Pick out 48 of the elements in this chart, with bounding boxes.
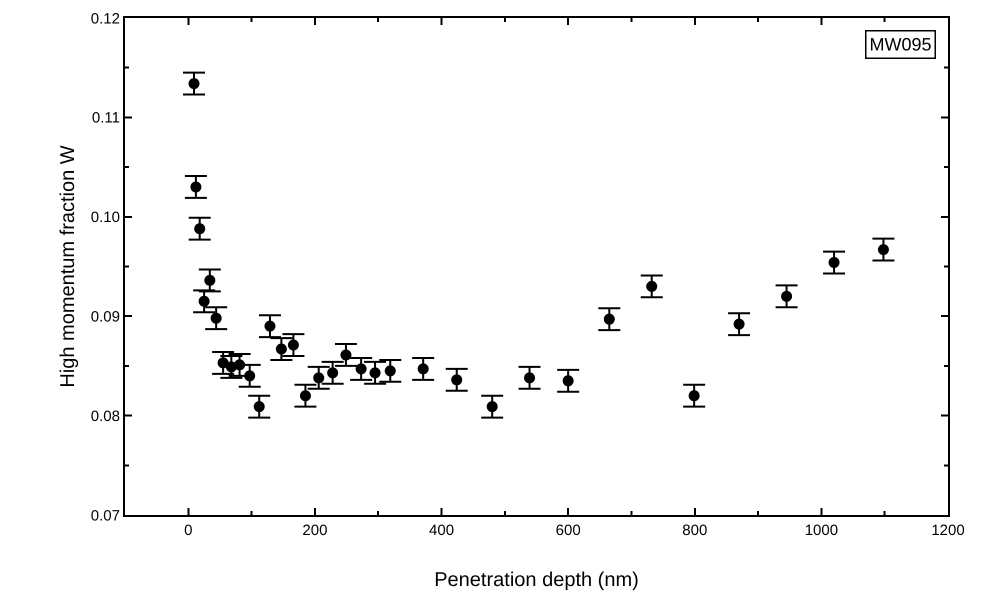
y-tick-label: 0.07 — [90, 507, 120, 524]
point — [451, 374, 462, 386]
y-tick-label: 0.09 — [90, 308, 120, 326]
point — [254, 401, 265, 412]
point — [210, 312, 222, 324]
point — [313, 372, 324, 384]
point — [234, 359, 246, 370]
y-tick-label: 0.11 — [92, 110, 120, 127]
x-tick-label: 400 — [429, 522, 454, 539]
point — [486, 401, 498, 412]
y-tick-label: 0.10 — [90, 209, 120, 226]
point — [288, 340, 299, 351]
x-tick-label: 1000 — [804, 522, 838, 539]
annotation: MW095 — [870, 34, 932, 54]
x-tick-label: 200 — [302, 522, 328, 539]
point — [418, 363, 429, 374]
point — [734, 318, 745, 330]
point — [340, 349, 352, 360]
y-axis-title: High momentum fraction W — [57, 145, 79, 388]
point — [781, 290, 792, 302]
x-tick-label: 600 — [556, 522, 581, 539]
point — [828, 257, 840, 268]
point — [604, 314, 615, 325]
point — [204, 274, 216, 286]
point — [688, 390, 700, 402]
point — [524, 372, 536, 384]
point — [646, 280, 658, 292]
point — [218, 357, 229, 368]
point — [244, 370, 256, 382]
point — [327, 367, 338, 378]
x-tick-label: 0 — [184, 522, 192, 539]
point — [356, 363, 367, 374]
point — [384, 365, 396, 376]
point — [190, 181, 202, 192]
point — [264, 320, 276, 332]
y-tick-label: 0.08 — [90, 408, 120, 425]
point — [370, 367, 381, 378]
point — [878, 244, 889, 256]
point — [188, 78, 200, 90]
y-tick-label: 0.12 — [90, 10, 120, 28]
point — [198, 296, 210, 307]
point — [276, 344, 287, 354]
point — [562, 375, 574, 386]
x-axis-title: Penetration depth (nm) — [434, 569, 639, 591]
x-tick-label: 800 — [682, 522, 708, 539]
x-tick-label: 1200 — [931, 522, 965, 539]
point — [300, 390, 311, 402]
point — [194, 223, 206, 234]
